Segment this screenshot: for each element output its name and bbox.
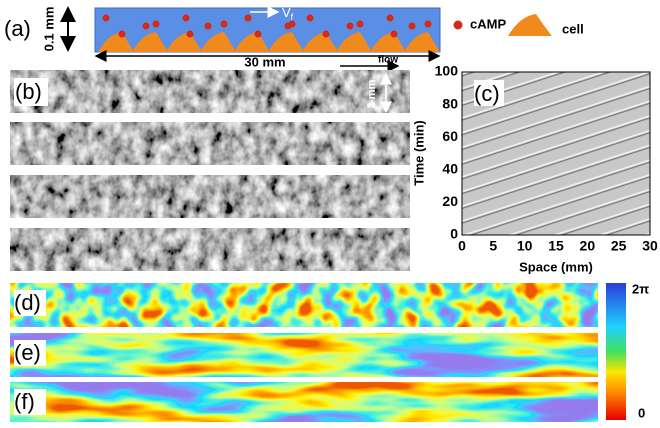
camp-dot bbox=[322, 30, 330, 38]
cell bbox=[98, 32, 134, 52]
cell bbox=[166, 32, 202, 52]
panel-label: (f) bbox=[14, 389, 35, 414]
image-strip bbox=[10, 122, 410, 165]
camp-dot bbox=[186, 30, 194, 38]
panel-label: (c) bbox=[474, 81, 500, 106]
image-strip bbox=[10, 175, 410, 218]
camp-dots bbox=[102, 14, 432, 38]
colorbar bbox=[606, 283, 626, 420]
ticks: 0 5 10 15 20 25 30 0 20 40 60 80 100 bbox=[435, 63, 658, 254]
x-tick-label: 10 bbox=[517, 238, 533, 254]
y-tick-label: 80 bbox=[442, 95, 458, 111]
y-tick-label: 60 bbox=[442, 128, 458, 144]
y-tick-label: 100 bbox=[435, 63, 459, 79]
phase-map bbox=[9, 381, 599, 423]
camp-dot bbox=[152, 20, 160, 28]
x-tick-label: 30 bbox=[642, 238, 658, 254]
camp-dot bbox=[424, 20, 432, 28]
camp-dot bbox=[244, 14, 252, 22]
camp-dot bbox=[182, 14, 190, 22]
x-tick-label: 25 bbox=[611, 238, 627, 254]
panel-label: (a) bbox=[4, 16, 31, 41]
cells bbox=[98, 32, 440, 52]
camp-dot bbox=[356, 20, 364, 28]
cell bbox=[132, 32, 168, 52]
legend-label: cAMP bbox=[470, 16, 506, 31]
camp-dot bbox=[204, 22, 212, 30]
panel-label: (d) bbox=[14, 290, 41, 315]
label-box bbox=[14, 340, 46, 366]
colorbar-min: 0 bbox=[638, 405, 645, 420]
camp-dot bbox=[254, 30, 262, 38]
x-tick-label: 0 bbox=[458, 238, 466, 254]
cell bbox=[370, 32, 406, 52]
velocity-label: Vf bbox=[282, 5, 294, 22]
camp-dot bbox=[118, 30, 126, 38]
camp-dot bbox=[346, 22, 354, 30]
y-tick-label: 20 bbox=[442, 193, 458, 209]
flow-label: flow bbox=[378, 55, 398, 66]
phase-map bbox=[9, 332, 599, 378]
cell bbox=[404, 32, 440, 52]
camp-dot bbox=[306, 14, 314, 22]
camp-dot bbox=[142, 22, 150, 30]
length-label: 30 mm bbox=[244, 54, 285, 69]
legend-label: cell bbox=[562, 21, 584, 36]
y-axis-label: Time (min) bbox=[411, 120, 426, 186]
x-tick-label: 15 bbox=[548, 238, 564, 254]
colorbar-max: 2π bbox=[632, 281, 649, 296]
legend-cell bbox=[508, 14, 552, 36]
image-strip bbox=[10, 228, 410, 271]
x-tick-label: 5 bbox=[489, 238, 497, 254]
label-box bbox=[14, 290, 46, 316]
x-axis-label: Space (mm) bbox=[519, 259, 593, 274]
camp-dot bbox=[386, 14, 394, 22]
label-box bbox=[474, 80, 504, 106]
x-tick-label: 20 bbox=[580, 238, 596, 254]
camp-dot bbox=[390, 30, 398, 38]
cell bbox=[234, 32, 270, 52]
y-tick-label: 40 bbox=[442, 161, 458, 177]
camp-dot bbox=[288, 20, 296, 28]
cell bbox=[200, 32, 236, 52]
image-strip bbox=[10, 70, 410, 113]
camp-dot bbox=[102, 14, 110, 22]
label-box bbox=[14, 389, 46, 415]
phase-map bbox=[9, 282, 599, 328]
legend-dot bbox=[453, 20, 463, 30]
label-box bbox=[14, 78, 48, 106]
camp-dot bbox=[220, 20, 228, 28]
cell bbox=[268, 32, 304, 52]
y-tick-label: 0 bbox=[450, 226, 458, 242]
cell bbox=[336, 32, 372, 52]
camp-dot bbox=[408, 22, 416, 30]
height-label: 0.1 mm bbox=[41, 7, 56, 52]
panel-label: (b) bbox=[15, 79, 42, 104]
panel-label: (e) bbox=[14, 340, 41, 365]
scale-label: 2 mm bbox=[366, 79, 378, 108]
cell bbox=[302, 32, 338, 52]
